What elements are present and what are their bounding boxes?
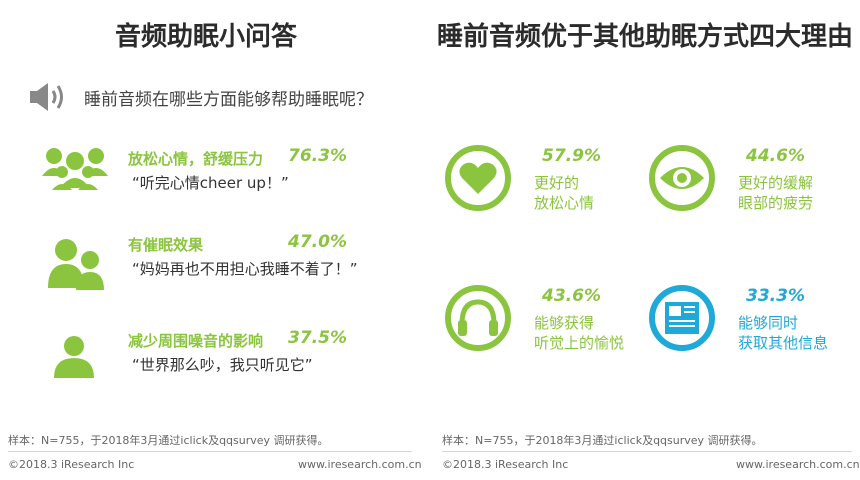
headphones-icon <box>445 285 511 351</box>
item-quote: “世界那么吵，我只听见它” <box>132 356 313 374</box>
eye-icon <box>649 145 715 211</box>
source-url: www.iresearch.com.cn <box>298 458 422 471</box>
right-title: 睡前音频优于其他助眠方式四大理由 <box>436 22 853 52</box>
footer-divider <box>8 451 412 452</box>
speaker-icon <box>30 83 63 111</box>
reason-eyes: 44.6% 更好的缓解 眼部的疲劳 <box>648 144 848 224</box>
reason-line2: 眼部的疲劳 <box>738 194 814 212</box>
left-title: 音频助眠小问答 <box>115 22 298 52</box>
reason-line1: 能够同时 <box>738 314 799 332</box>
reason-line1: 能够获得 <box>534 314 595 332</box>
reason-line2: 放松心情 <box>534 194 595 212</box>
reason-percent: 43.6% <box>542 286 601 306</box>
item-label: 有催眠效果 <box>128 236 204 254</box>
item-percent: 37.5% <box>288 328 347 348</box>
left-panel: 音频助眠小问答 睡前音频在哪些方面能够帮助睡眠呢？ 放松心情，舒缓压力 76.3… <box>0 0 422 480</box>
reason-item-relax: 放松心情，舒缓压力 76.3% “听完心情cheer up！” <box>40 146 420 216</box>
reason-percent: 57.9% <box>542 146 601 166</box>
reason-item-hypnotic: 有催眠效果 47.0% “妈妈再也不用担心我睡不着了！” <box>40 232 420 302</box>
question-text: 睡前音频在哪些方面能够帮助睡眠呢？ <box>84 89 373 110</box>
footer-divider <box>442 451 852 452</box>
reason-line1: 更好的缓解 <box>738 174 814 192</box>
reason-relax: 57.9% 更好的 放松心情 <box>444 144 644 224</box>
item-quote: “妈妈再也不用担心我睡不着了！” <box>132 260 358 278</box>
item-percent: 47.0% <box>288 232 347 252</box>
reason-info: 33.3% 能够同时 获取其他信息 <box>648 284 848 364</box>
item-label: 减少周围噪音的影响 <box>128 332 264 350</box>
newspaper-icon <box>649 285 715 351</box>
sample-note: 样本：N=755，于2018年3月通过iclick及qqsurvey 调研获得。 <box>8 434 329 447</box>
right-panel: 睡前音频优于其他助眠方式四大理由 57.9% 更好的 放松心情 44.6% 更好… <box>430 0 860 480</box>
copyright: ©2018.3 iResearch Inc <box>8 458 135 471</box>
reason-percent: 33.3% <box>746 286 805 306</box>
group-people-icon <box>42 148 108 190</box>
reason-hearing: 43.6% 能够获得 听觉上的愉悦 <box>444 284 644 364</box>
sample-note: 样本：N=755，于2018年3月通过iclick及qqsurvey 调研获得。 <box>442 434 763 447</box>
person-icon <box>54 336 94 378</box>
reason-line1: 更好的 <box>534 174 580 192</box>
copyright: ©2018.3 iResearch Inc <box>442 458 569 471</box>
item-label: 放松心情，舒缓压力 <box>128 150 264 168</box>
reason-percent: 44.6% <box>746 146 805 166</box>
question-row: 睡前音频在哪些方面能够帮助睡眠呢？ <box>28 80 373 114</box>
heart-icon <box>445 145 511 211</box>
two-people-icon <box>48 239 104 290</box>
source-url: www.iresearch.com.cn <box>736 458 860 471</box>
reason-item-noise: 减少周围噪音的影响 37.5% “世界那么吵，我只听见它” <box>40 328 420 398</box>
item-quote: “听完心情cheer up！” <box>132 174 289 192</box>
item-percent: 76.3% <box>288 146 347 166</box>
reason-line2: 听觉上的愉悦 <box>534 334 625 352</box>
reason-line2: 获取其他信息 <box>738 334 829 352</box>
